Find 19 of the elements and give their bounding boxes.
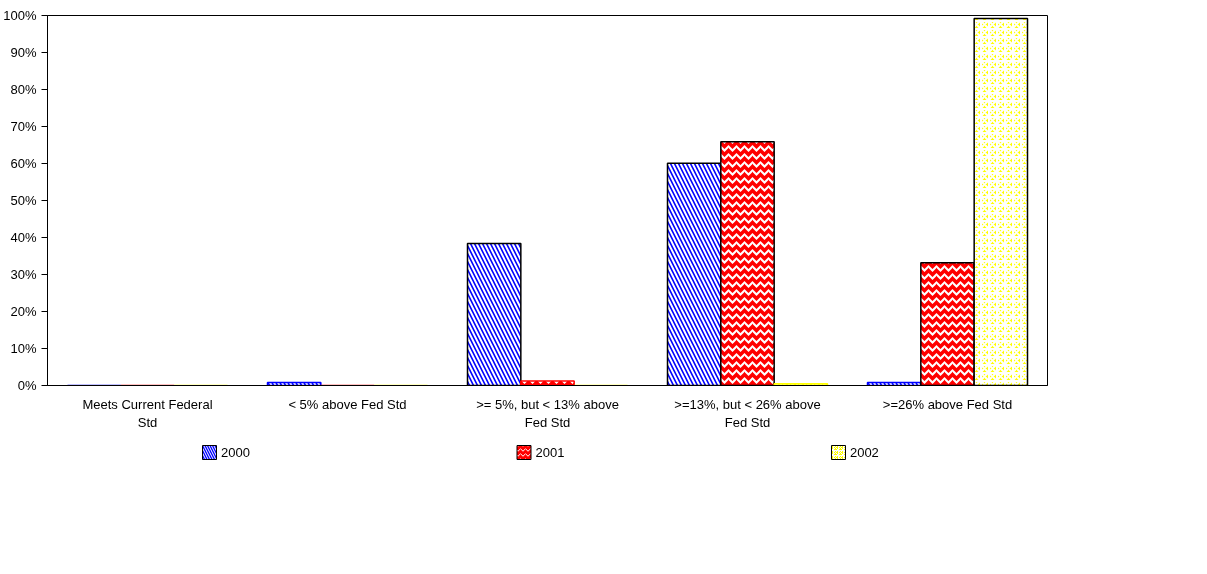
y-tick-label: 70% (10, 119, 37, 134)
y-tick-label: 0% (17, 378, 37, 393)
legend-label: 2001 (535, 445, 565, 460)
legend-label: 2000 (220, 445, 250, 460)
y-tick-label: 50% (10, 193, 37, 208)
x-tick-label: >=13%, but < 26% above Fed Std (674, 396, 821, 430)
y-tick-label: 100% (3, 8, 37, 23)
x-tick-label: < 5% above Fed Std (288, 396, 407, 412)
y-tick-label: 20% (10, 304, 37, 319)
y-tick-label: 40% (10, 230, 37, 245)
y-tick-label: 60% (10, 156, 37, 171)
y-tick-label: 10% (10, 341, 37, 356)
y-tick-label: 30% (10, 267, 37, 282)
y-tick-label: 90% (10, 45, 37, 60)
x-tick-label: Meets Current Federal Std (82, 396, 213, 430)
legend-label: 2002 (849, 445, 879, 460)
x-tick-label: >=26% above Fed Std (882, 396, 1013, 412)
x-tick-label: >= 5%, but < 13% above Fed Std (476, 396, 619, 430)
y-tick-label: 80% (10, 82, 37, 97)
